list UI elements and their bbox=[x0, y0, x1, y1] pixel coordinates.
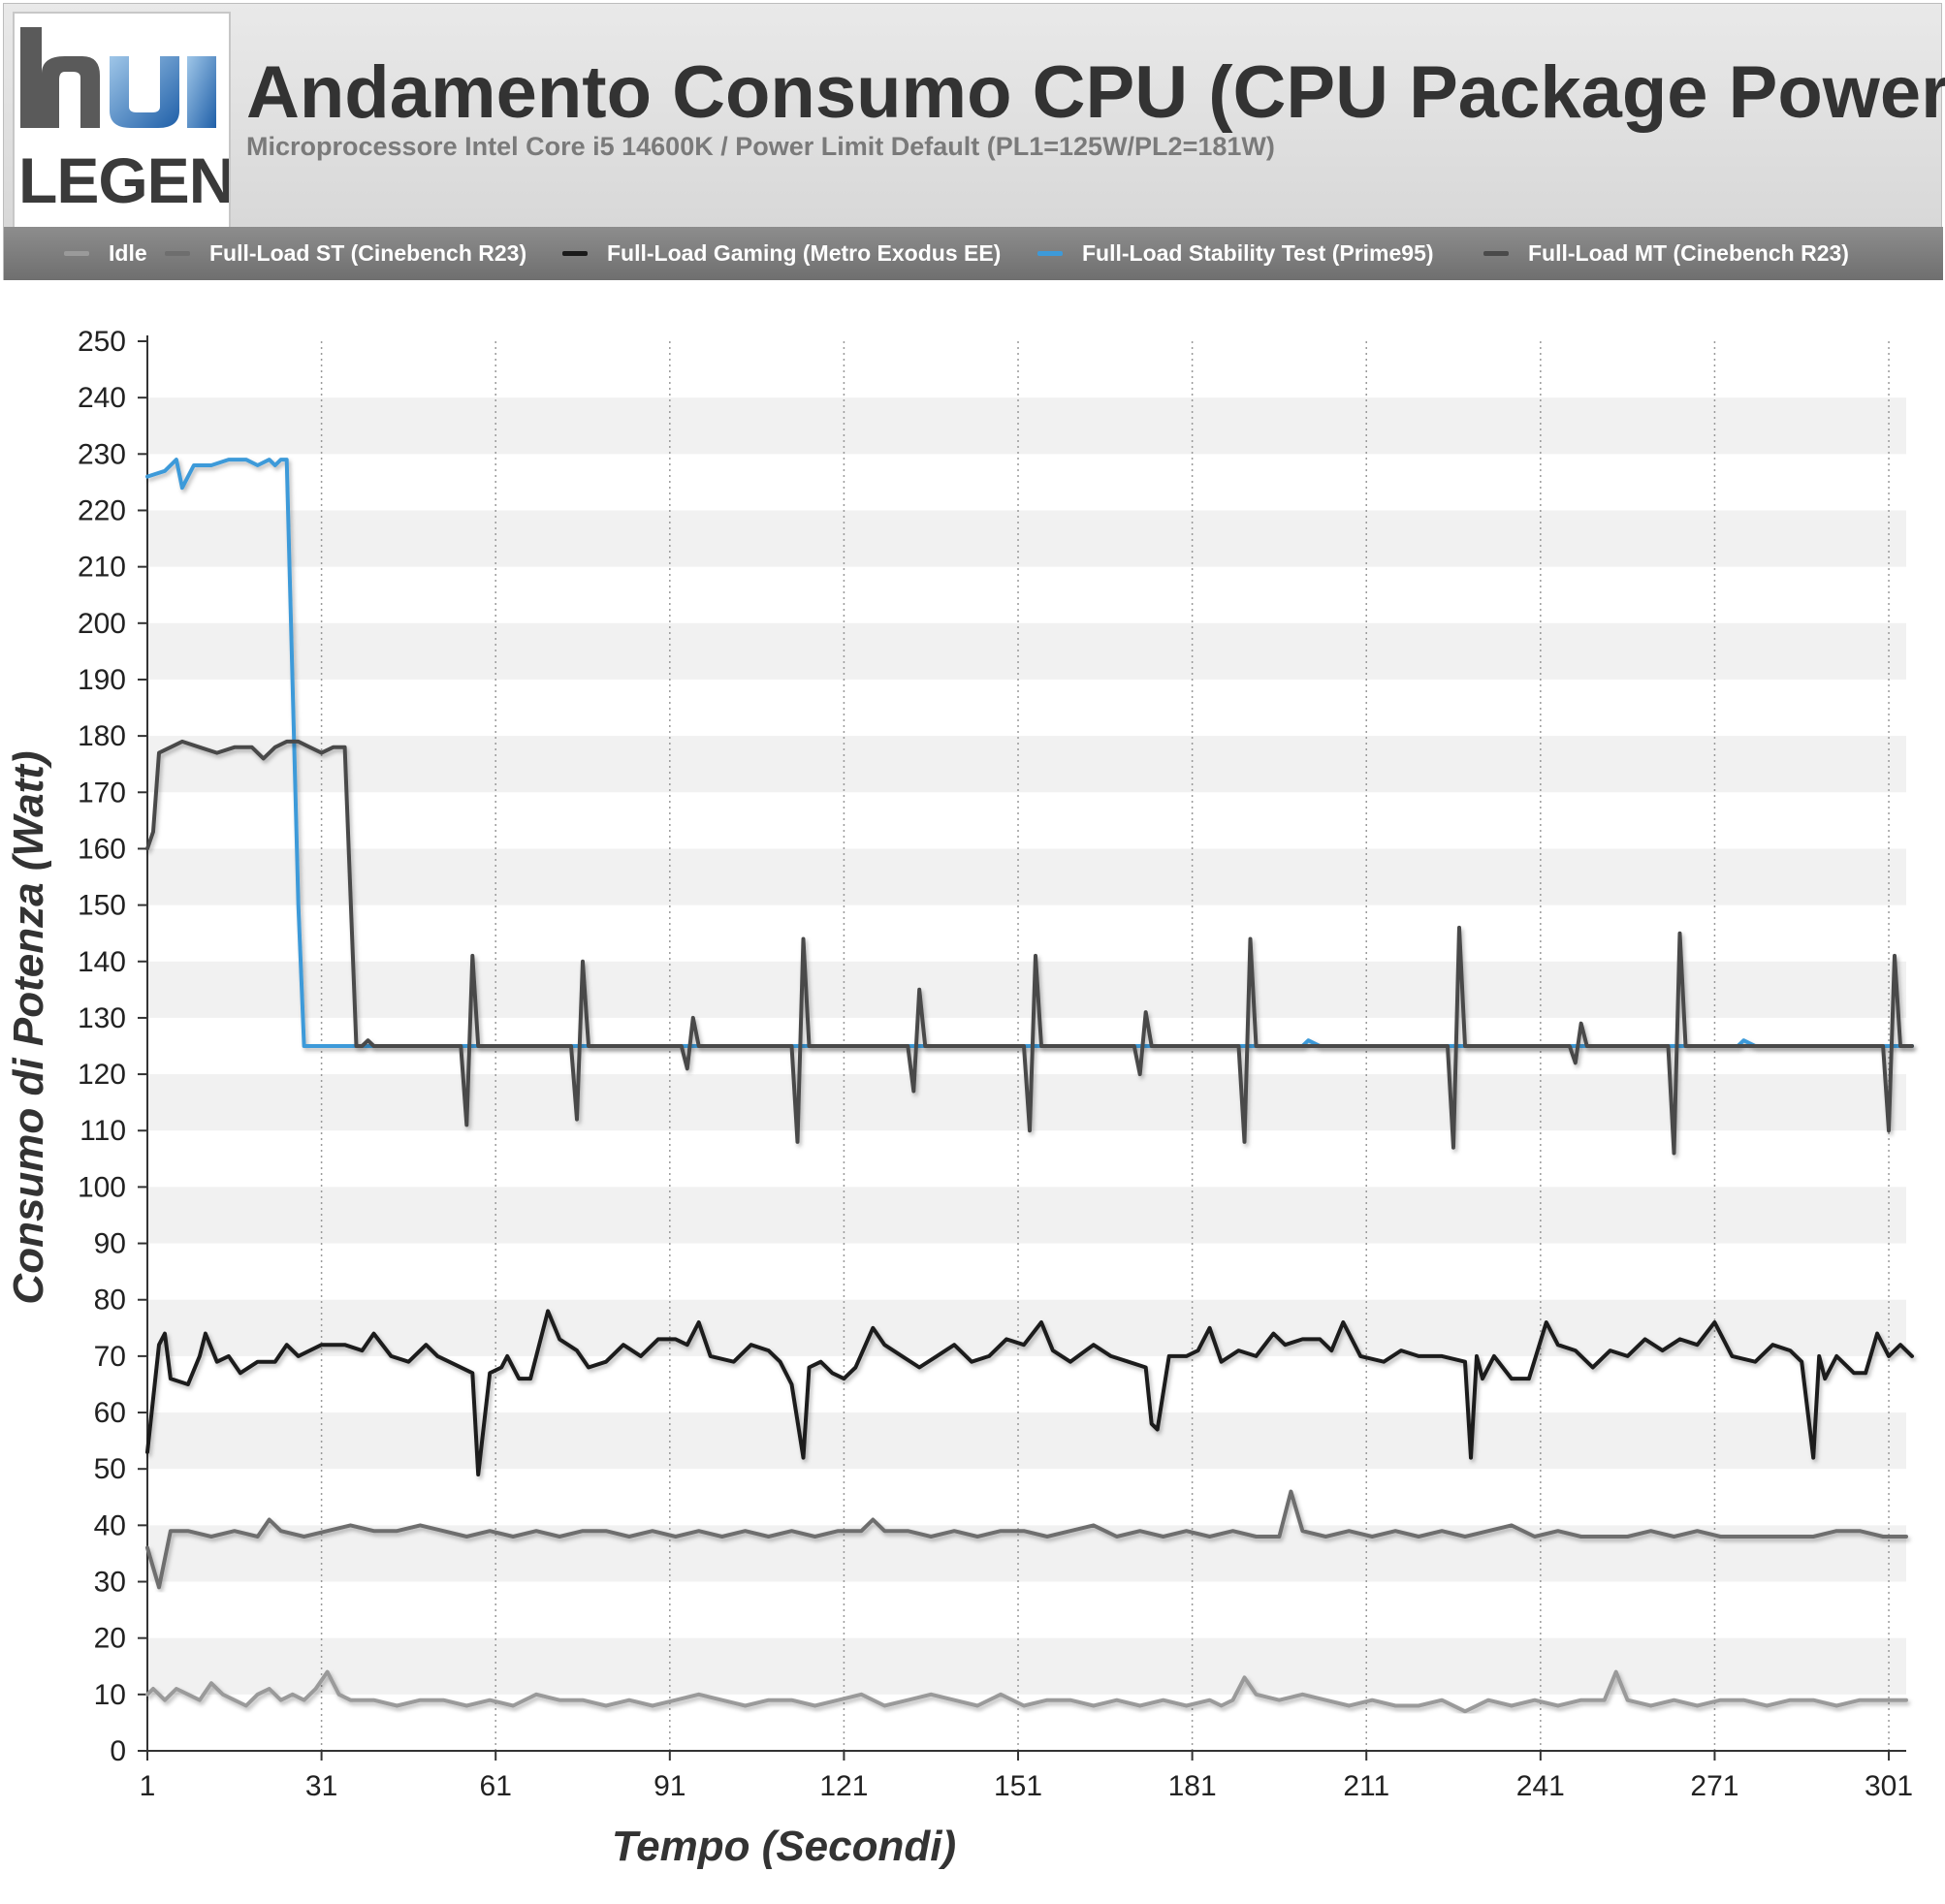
logo-text: LEGEND bbox=[18, 144, 231, 216]
legend-label: Full-Load ST (Cinebench R23) bbox=[209, 240, 527, 266]
y-tick-label: 220 bbox=[78, 494, 126, 526]
grid-bands bbox=[147, 397, 1906, 1695]
y-tick-label: 210 bbox=[78, 552, 126, 584]
legend-label: Full-Load MT (Cinebench R23) bbox=[1528, 240, 1849, 266]
y-tick-label: 160 bbox=[78, 833, 126, 865]
x-tick-labels: 1 31 61 91 121 151 181 211 241 271 301 bbox=[140, 1751, 1913, 1802]
y-tick-label: 250 bbox=[78, 326, 126, 358]
x-tick-label: 181 bbox=[1168, 1770, 1217, 1802]
y-tick-label: 80 bbox=[94, 1285, 126, 1317]
y-tick-label: 10 bbox=[94, 1679, 126, 1711]
legend-label: Full-Load Stability Test (Prime95) bbox=[1082, 240, 1434, 266]
grid-band bbox=[147, 397, 1906, 455]
chart-header: LEGEND Andamento Consumo CPU (CPU Packag… bbox=[3, 3, 1945, 280]
legend-item-st[interactable]: Full-Load ST (Cinebench R23) bbox=[165, 227, 526, 280]
grid-band bbox=[147, 848, 1906, 905]
x-tick-label: 271 bbox=[1690, 1770, 1738, 1802]
grid-band bbox=[147, 1187, 1906, 1244]
y-tick-label: 60 bbox=[94, 1397, 126, 1429]
y-tick-label: 50 bbox=[94, 1453, 126, 1485]
grid-band bbox=[147, 510, 1906, 567]
y-tick-labels: 0 10 20 30 40 50 60 70 80 90 100 110 120 130 140 150 160… bbox=[78, 326, 147, 1767]
legend-label: Idle bbox=[109, 240, 147, 266]
legend-swatch-gaming bbox=[562, 251, 588, 256]
y-tick-label: 180 bbox=[78, 720, 126, 752]
series-line-5 bbox=[145, 739, 1914, 1156]
y-tick-label: 150 bbox=[78, 890, 126, 922]
y-tick-label: 230 bbox=[78, 438, 126, 470]
legend-swatch-stability bbox=[1037, 251, 1063, 256]
y-tick-label: 170 bbox=[78, 777, 126, 809]
x-tick-label: 121 bbox=[819, 1770, 868, 1802]
series-lines bbox=[145, 458, 1914, 1714]
y-tick-label: 140 bbox=[78, 946, 126, 978]
x-tick-label: 301 bbox=[1865, 1770, 1913, 1802]
grid-band bbox=[147, 736, 1906, 793]
series-line-1 bbox=[145, 1669, 1908, 1714]
y-tick-label: 200 bbox=[78, 608, 126, 640]
legend-item-stability[interactable]: Full-Load Stability Test (Prime95) bbox=[1037, 227, 1434, 280]
legend-label: Full-Load Gaming (Metro Exodus EE) bbox=[607, 240, 1002, 266]
legend-swatch-idle bbox=[64, 251, 89, 256]
legend: Idle Full-Load ST (Cinebench R23) Full-L… bbox=[4, 227, 1943, 280]
legend-logo: LEGEND bbox=[13, 12, 231, 229]
x-tick-label: 31 bbox=[305, 1770, 337, 1802]
chart-title: Andamento Consumo CPU (CPU Package Power… bbox=[246, 51, 1945, 134]
x-axis-title: Tempo (Secondi) bbox=[611, 1823, 957, 1870]
y-tick-label: 30 bbox=[94, 1567, 126, 1599]
x-tick-label: 61 bbox=[480, 1770, 512, 1802]
y-tick-label: 20 bbox=[94, 1623, 126, 1655]
y-tick-label: 40 bbox=[94, 1509, 126, 1541]
series-line-2 bbox=[145, 1489, 1908, 1590]
x-tick-label: 1 bbox=[140, 1770, 156, 1802]
x-tick-label: 91 bbox=[654, 1770, 686, 1802]
y-tick-label: 240 bbox=[78, 382, 126, 414]
y-tick-label: 100 bbox=[78, 1171, 126, 1203]
x-tick-label: 241 bbox=[1516, 1770, 1565, 1802]
axes bbox=[146, 335, 1906, 1752]
chart-subtitle: Microprocessore Intel Core i5 14600K / P… bbox=[246, 132, 1275, 161]
y-tick-label: 110 bbox=[80, 1115, 126, 1147]
y-tick-label: 190 bbox=[78, 664, 126, 696]
y-tick-label: 70 bbox=[94, 1341, 126, 1373]
y-tick-label: 90 bbox=[94, 1228, 126, 1260]
y-tick-label: 130 bbox=[78, 1002, 126, 1034]
legend-swatch-st bbox=[165, 251, 190, 256]
y-tick-label: 120 bbox=[78, 1059, 126, 1091]
x-tick-label: 151 bbox=[994, 1770, 1042, 1802]
grid-band bbox=[147, 961, 1906, 1018]
grid-band bbox=[147, 1299, 1906, 1356]
legend-item-idle[interactable]: Idle bbox=[64, 227, 147, 280]
legend-swatch-mt bbox=[1483, 251, 1509, 256]
legend-item-mt[interactable]: Full-Load MT (Cinebench R23) bbox=[1483, 227, 1849, 280]
grid-band bbox=[147, 1412, 1906, 1470]
y-tick-label: 0 bbox=[110, 1735, 126, 1767]
legend-item-gaming[interactable]: Full-Load Gaming (Metro Exodus EE) bbox=[562, 227, 1001, 280]
grid-band bbox=[147, 1637, 1906, 1695]
grid-band bbox=[147, 622, 1906, 680]
series-line-3 bbox=[145, 1309, 1914, 1476]
logo-mark-icon bbox=[20, 27, 216, 128]
y-axis-title: Consumo di Potenza (Watt) bbox=[5, 750, 52, 1305]
x-tick-label: 211 bbox=[1343, 1770, 1389, 1802]
